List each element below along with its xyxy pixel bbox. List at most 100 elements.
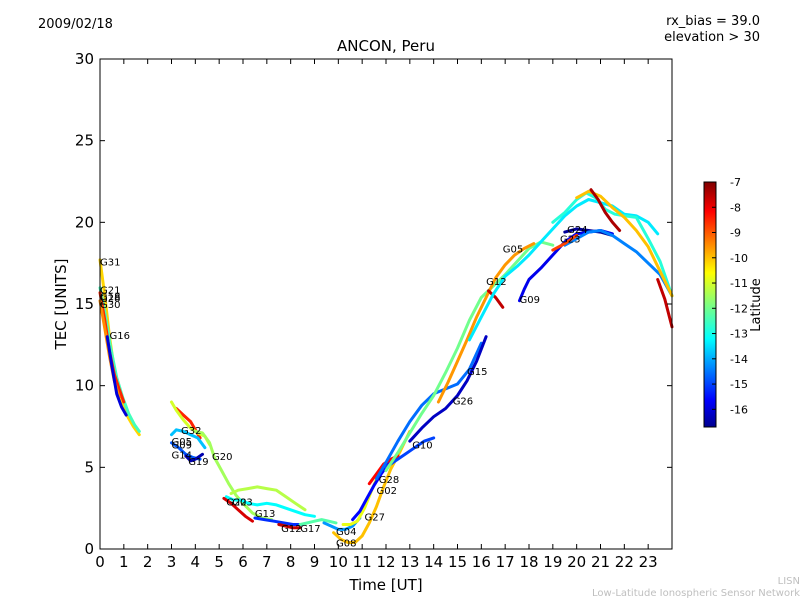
satellite-label: G09 <box>520 295 540 306</box>
colorbar-tick-label: -13 <box>730 328 748 341</box>
tec-series-g29 <box>563 229 674 298</box>
satellite-label: G27 <box>365 512 385 523</box>
x-tick-label: 19 <box>543 553 562 571</box>
x-tick-label: 20 <box>567 553 586 571</box>
colorbar-tick-label: -9 <box>730 227 741 240</box>
series-layer <box>98 188 674 544</box>
satellite-label: G16 <box>110 331 130 342</box>
colorbar-tick-label: -10 <box>730 252 748 265</box>
satellite-label: G22 <box>226 498 246 509</box>
satellite-label: G20 <box>212 452 232 463</box>
satellite-label: G09 <box>172 441 192 452</box>
satellite-label: G24 <box>567 225 587 236</box>
tec-series-g12 <box>277 523 302 530</box>
y-tick-label: 5 <box>84 458 94 476</box>
satellite-label: G28 <box>379 475 399 486</box>
y-tick-label: 15 <box>75 295 94 313</box>
satellite-label: G12 <box>486 277 506 288</box>
satellite-label: G28 <box>100 294 120 305</box>
tec-series-g26 <box>375 341 483 481</box>
satellite-label: G10 <box>412 441 432 452</box>
y-tick-label: 25 <box>75 132 94 150</box>
rx-bias-label: rx_bias = 39.0 <box>666 14 760 29</box>
colorbar-label: Latitude <box>749 278 764 332</box>
axis-layer: 0 1 2 3 4 5 6 7 8 9 10 11 12 13 14 15 16 17 18 19 20 21 22 2305… <box>75 50 672 571</box>
x-tick-label: 18 <box>519 553 538 571</box>
satellite-label: G03 <box>232 498 252 509</box>
x-tick-label: 9 <box>310 553 320 571</box>
x-tick-label: 11 <box>353 553 372 571</box>
satellite-label: G21 <box>100 285 120 296</box>
x-tick-label: 22 <box>615 553 634 571</box>
satellite-label: G02 <box>377 486 397 497</box>
colorbar-tick-label: -12 <box>730 302 748 315</box>
footer-network-abbrev: LISN <box>777 576 800 587</box>
tec-series-g23 <box>224 495 316 518</box>
tec-series-g05c <box>551 191 674 298</box>
tec-series-g15 <box>408 335 488 443</box>
colorbar-tick-label: -7 <box>730 176 741 189</box>
colorbar-gradient <box>703 181 717 428</box>
y-tick-label: 0 <box>84 540 94 558</box>
satellite-label: G32 <box>181 426 201 437</box>
y-tick-label: 10 <box>75 377 94 395</box>
x-tick-label: 16 <box>472 553 491 571</box>
satellite-label: G26 <box>453 396 473 407</box>
tec-series-g05b <box>467 198 660 342</box>
satellite-label: G13 <box>255 509 275 520</box>
tec-series-g19 <box>184 452 204 463</box>
x-tick-label: 21 <box>591 553 610 571</box>
x-axis-label: Time [UT] <box>348 576 422 594</box>
x-tick-label: 3 <box>167 553 177 571</box>
satellite-label: G17 <box>300 524 320 535</box>
colorbar-tick-label: -16 <box>730 403 748 416</box>
satellite-label: G04 <box>336 527 356 538</box>
x-tick-label: 17 <box>496 553 515 571</box>
colorbar-tick-label: -14 <box>730 353 748 366</box>
x-tick-label: 2 <box>143 553 153 571</box>
x-tick-label: 15 <box>448 553 467 571</box>
tec-series-g18b <box>551 233 579 252</box>
tec-series-g04 <box>322 516 362 531</box>
satellite-label: G18 <box>100 292 120 303</box>
colorbar-tick-label: -8 <box>730 201 741 214</box>
tec-series-g31b <box>656 278 674 329</box>
x-tick-label: 7 <box>262 553 272 571</box>
colorbar-tick-label: -11 <box>730 277 748 290</box>
x-tick-label: 1 <box>119 553 129 571</box>
tec-series-g03 <box>229 485 307 512</box>
footer-network-name: Low-Latitude Ionospheric Sensor Network <box>592 588 800 599</box>
elevation-label: elevation > 30 <box>664 30 760 45</box>
y-axis-label: TEC [UNITS] <box>52 259 70 351</box>
x-tick-label: 10 <box>329 553 348 571</box>
x-tick-label: 13 <box>400 553 419 571</box>
x-tick-label: 14 <box>424 553 443 571</box>
satellite-label: G19 <box>188 457 208 468</box>
y-tick-label: 20 <box>75 213 94 231</box>
tec-series-g25 <box>436 242 536 404</box>
tec-series-g11 <box>384 240 555 473</box>
satellite-label: G15 <box>467 367 487 378</box>
chart-title: ANCON, Peru <box>337 37 435 55</box>
tec-series-g17 <box>298 518 338 526</box>
satellite-label: G23 <box>560 235 580 246</box>
tec-series-g20 <box>193 429 274 522</box>
satellite-label: G05 <box>172 437 192 448</box>
tec-series-g22 <box>222 496 254 523</box>
x-tick-label: 8 <box>286 553 296 571</box>
tec-series-g29b <box>589 188 622 232</box>
tec-series-g16 <box>105 335 128 417</box>
tec-series-g10 <box>384 436 436 469</box>
y-tick-label: 30 <box>75 50 94 68</box>
x-tick-label: 5 <box>214 553 224 571</box>
satellite-label: G31 <box>100 258 120 269</box>
x-tick-label: 12 <box>376 553 395 571</box>
tec-series-g12b <box>487 289 505 309</box>
satellite-label: G14 <box>172 450 192 461</box>
x-tick-label: 0 <box>95 553 105 571</box>
tec-series-g09 <box>170 428 207 450</box>
tec-series-g13 <box>253 516 305 526</box>
satellite-label: G05 <box>503 245 523 256</box>
x-tick-label: 23 <box>639 553 658 571</box>
